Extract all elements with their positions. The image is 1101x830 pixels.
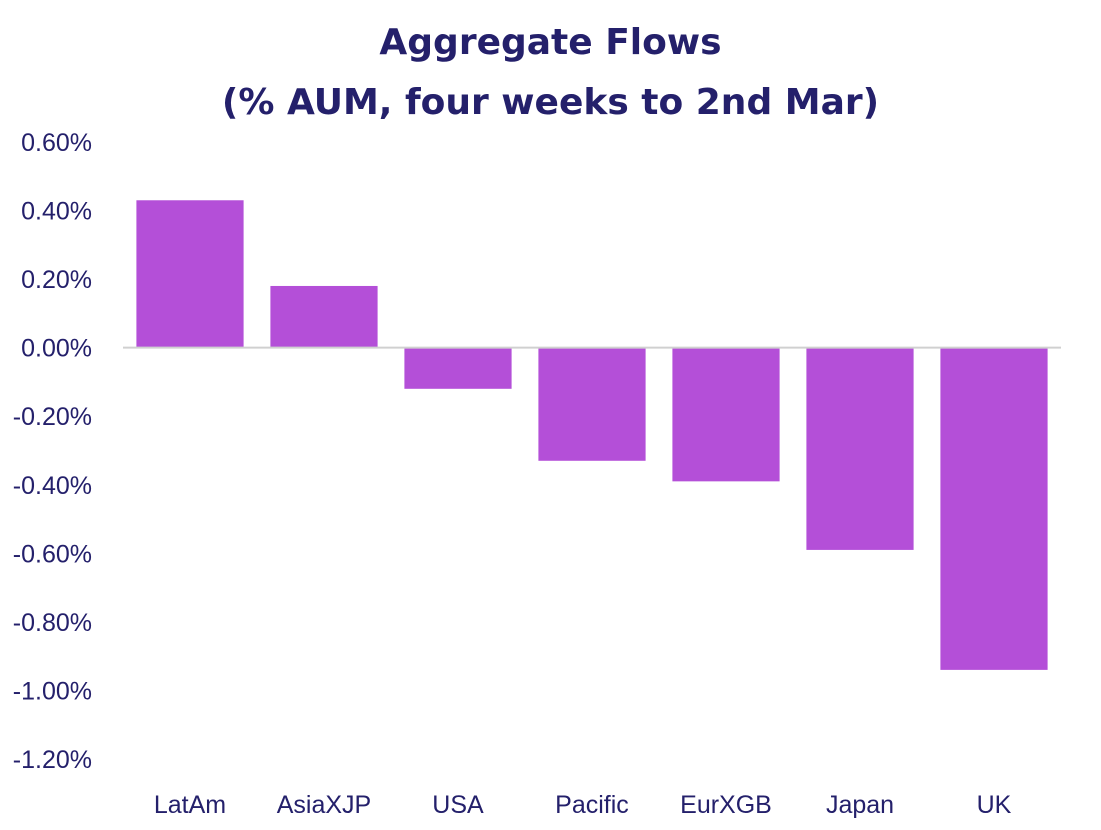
y-tick-label: 0.40% [21, 198, 92, 226]
x-tick-label: Japan [826, 791, 894, 819]
x-tick-label: LatAm [154, 791, 226, 819]
bar-latam [136, 200, 244, 348]
bar-usa [404, 347, 512, 389]
chart-title-line-2: (% AUM, four weeks to 2nd Mar) [221, 82, 880, 123]
bar-uk [940, 347, 1048, 670]
x-tick-label: Pacific [555, 791, 629, 819]
chart-title-line-1: Aggregate Flows [379, 22, 722, 63]
x-tick-label: USA [432, 791, 484, 819]
y-tick-label: -1.20% [13, 746, 92, 774]
y-tick-label: -0.20% [13, 403, 92, 431]
x-tick-label: UK [977, 791, 1012, 819]
y-tick-label: 0.20% [21, 266, 92, 294]
y-tick-label: 0.00% [21, 335, 92, 363]
bar-pacific [538, 347, 646, 461]
y-tick-label: -0.60% [13, 540, 92, 568]
y-tick-label: 0.60% [21, 129, 92, 157]
y-tick-label: -0.40% [13, 472, 92, 500]
bar-eurxgb [672, 347, 780, 482]
bar-asiaxjp [270, 285, 378, 348]
bar-japan [806, 347, 914, 550]
x-tick-label: AsiaXJP [277, 791, 371, 819]
y-tick-label: -1.00% [13, 677, 92, 705]
x-tick-label: EurXGB [680, 791, 772, 819]
y-tick-label: -0.80% [13, 609, 92, 637]
